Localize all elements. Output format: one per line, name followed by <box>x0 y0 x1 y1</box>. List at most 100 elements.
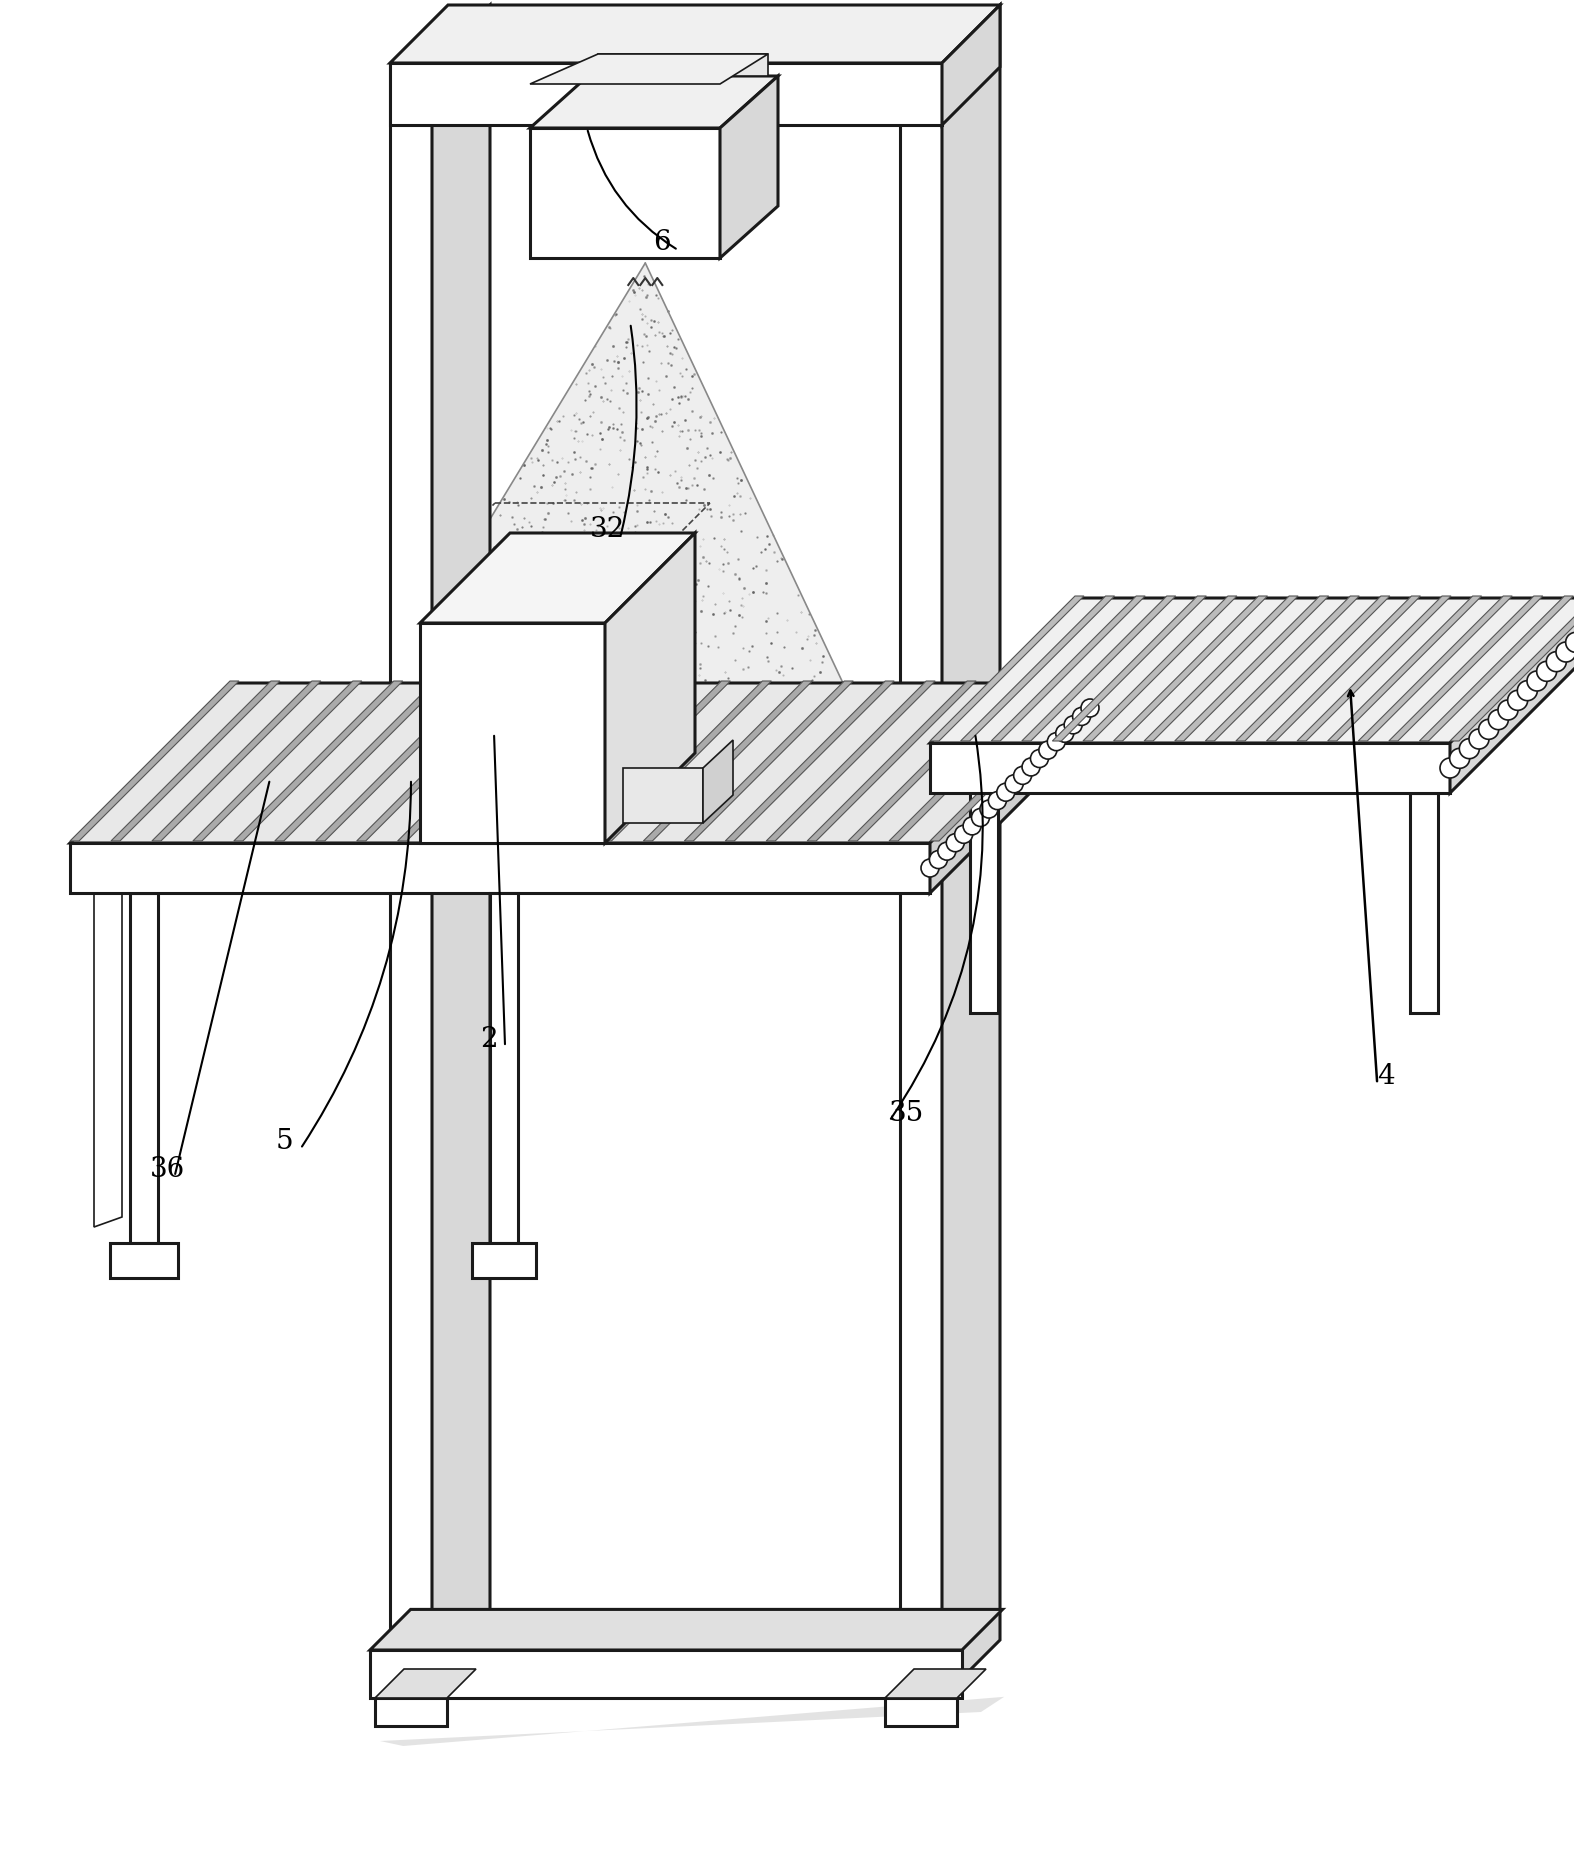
Circle shape <box>1014 767 1031 784</box>
Polygon shape <box>316 682 485 841</box>
Polygon shape <box>1236 597 1390 741</box>
Polygon shape <box>941 6 999 124</box>
Circle shape <box>1478 719 1498 739</box>
Circle shape <box>1489 710 1508 730</box>
Polygon shape <box>370 1610 1003 1649</box>
Polygon shape <box>623 767 704 823</box>
Polygon shape <box>930 743 1450 793</box>
Circle shape <box>1064 715 1083 734</box>
Polygon shape <box>719 76 778 258</box>
Polygon shape <box>375 1697 447 1725</box>
Circle shape <box>955 825 973 843</box>
Circle shape <box>1508 691 1528 710</box>
Polygon shape <box>1450 599 1574 793</box>
Polygon shape <box>598 54 768 76</box>
Circle shape <box>963 817 981 836</box>
Polygon shape <box>992 597 1146 741</box>
Circle shape <box>1047 732 1066 750</box>
Polygon shape <box>439 682 608 841</box>
Circle shape <box>996 784 1015 800</box>
Circle shape <box>946 834 965 852</box>
Polygon shape <box>375 1670 475 1697</box>
Polygon shape <box>930 597 1084 741</box>
Polygon shape <box>807 682 976 841</box>
Text: 5: 5 <box>275 1128 293 1154</box>
Circle shape <box>938 841 955 860</box>
Polygon shape <box>194 682 362 841</box>
Text: 2: 2 <box>480 1027 497 1053</box>
Text: 6: 6 <box>653 230 671 256</box>
Polygon shape <box>420 534 696 623</box>
Polygon shape <box>1113 597 1267 741</box>
Polygon shape <box>357 682 526 841</box>
Circle shape <box>988 791 1006 810</box>
Polygon shape <box>69 843 930 893</box>
Circle shape <box>1022 758 1040 776</box>
Polygon shape <box>1297 597 1451 741</box>
Circle shape <box>1498 700 1517 721</box>
Polygon shape <box>431 6 490 1697</box>
Polygon shape <box>530 128 719 258</box>
Circle shape <box>929 851 948 869</box>
Polygon shape <box>390 63 431 1697</box>
Polygon shape <box>390 6 999 63</box>
Text: 36: 36 <box>150 1156 184 1182</box>
Circle shape <box>1469 728 1489 749</box>
Polygon shape <box>1206 597 1360 741</box>
Polygon shape <box>420 623 604 843</box>
Polygon shape <box>530 54 768 83</box>
Polygon shape <box>644 682 812 841</box>
Polygon shape <box>530 76 778 128</box>
Polygon shape <box>490 893 518 1243</box>
Polygon shape <box>521 682 689 841</box>
Polygon shape <box>885 1697 957 1725</box>
Polygon shape <box>941 6 999 1697</box>
Polygon shape <box>1174 597 1328 741</box>
Text: 35: 35 <box>889 1101 924 1127</box>
Circle shape <box>1459 739 1480 758</box>
Polygon shape <box>153 682 321 841</box>
Circle shape <box>1039 741 1056 760</box>
Polygon shape <box>685 682 853 841</box>
Polygon shape <box>960 597 1114 741</box>
Polygon shape <box>603 682 771 841</box>
Polygon shape <box>69 684 1091 843</box>
Polygon shape <box>331 263 889 784</box>
Polygon shape <box>704 739 733 823</box>
Polygon shape <box>1144 597 1299 741</box>
Polygon shape <box>110 682 280 841</box>
Polygon shape <box>848 682 1017 841</box>
Circle shape <box>981 800 998 817</box>
Polygon shape <box>1053 597 1206 741</box>
Circle shape <box>1566 632 1574 652</box>
Polygon shape <box>726 682 894 841</box>
Circle shape <box>1517 680 1538 700</box>
Polygon shape <box>930 682 1099 841</box>
Polygon shape <box>235 682 403 841</box>
Polygon shape <box>1083 597 1237 741</box>
Polygon shape <box>1450 597 1574 741</box>
Polygon shape <box>1267 597 1420 741</box>
Polygon shape <box>930 599 1574 743</box>
Polygon shape <box>930 684 1091 893</box>
Polygon shape <box>390 63 941 124</box>
Circle shape <box>1450 749 1470 769</box>
Polygon shape <box>562 682 730 841</box>
Circle shape <box>1072 708 1091 725</box>
Circle shape <box>1557 641 1574 662</box>
Text: 32: 32 <box>590 517 625 543</box>
Polygon shape <box>379 1697 1004 1746</box>
Polygon shape <box>1420 597 1574 741</box>
Polygon shape <box>472 1243 537 1279</box>
Polygon shape <box>1358 597 1513 741</box>
Polygon shape <box>885 1670 985 1697</box>
Circle shape <box>971 808 990 826</box>
Polygon shape <box>94 819 123 1227</box>
Circle shape <box>1536 662 1557 682</box>
Polygon shape <box>767 682 935 841</box>
Polygon shape <box>370 1649 962 1697</box>
Circle shape <box>1440 758 1461 778</box>
Polygon shape <box>889 682 1058 841</box>
Polygon shape <box>1327 597 1481 741</box>
Polygon shape <box>1022 597 1176 741</box>
